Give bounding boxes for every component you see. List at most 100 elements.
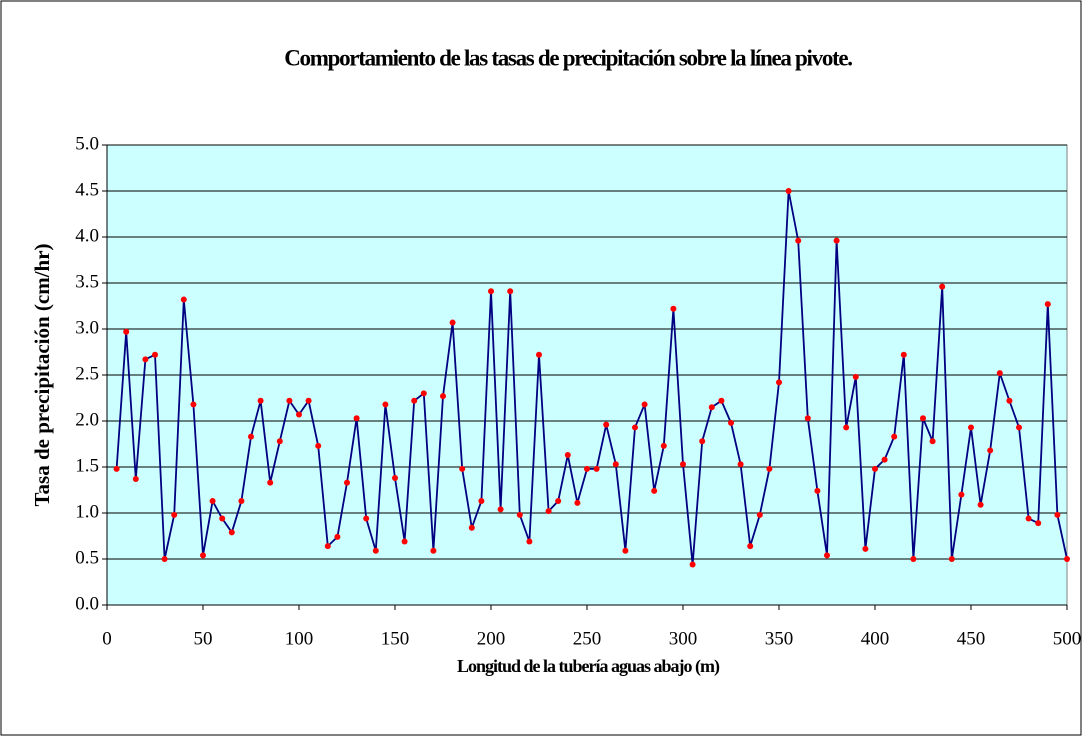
data-point (632, 424, 638, 431)
data-point (468, 524, 475, 531)
data-point (267, 479, 274, 486)
data-point (699, 438, 706, 445)
data-point (180, 296, 187, 303)
data-point (708, 404, 715, 411)
data-point (612, 461, 619, 468)
data-point (161, 556, 168, 562)
data-point (968, 424, 974, 431)
y-tick-label: 4.0 (75, 225, 99, 246)
data-point (574, 499, 581, 506)
data-point (747, 543, 754, 550)
data-point (737, 461, 744, 468)
x-tick-label: 0 (102, 628, 112, 649)
data-point (392, 475, 398, 482)
data-point (1035, 520, 1042, 527)
data-point (171, 511, 178, 518)
data-point (1006, 397, 1013, 404)
data-point (363, 515, 370, 522)
data-point (449, 319, 456, 326)
data-point (478, 498, 485, 505)
data-point (516, 511, 523, 518)
data-point (430, 547, 437, 554)
data-point (296, 411, 302, 418)
data-point (555, 498, 562, 505)
data-point (958, 491, 965, 498)
data-point (238, 498, 245, 505)
data-point (872, 465, 878, 472)
x-tick-label: 500 (1053, 628, 1082, 649)
data-point (785, 188, 792, 194)
data-point (920, 415, 926, 422)
data-point (142, 356, 149, 363)
y-tick-label: 2.5 (75, 363, 99, 384)
data-point (324, 543, 331, 550)
x-tick-label: 200 (477, 628, 506, 649)
x-tick-label: 250 (573, 628, 602, 649)
data-point (670, 305, 677, 312)
data-point (795, 237, 802, 244)
data-point (833, 237, 840, 244)
data-point (1016, 424, 1022, 431)
data-point (545, 508, 552, 515)
data-point (824, 552, 830, 559)
data-point (1064, 556, 1070, 562)
y-axis-label: Tasa de precipitación (cm/hr) (30, 243, 54, 506)
data-point (689, 561, 696, 568)
data-point (507, 288, 514, 295)
data-point (862, 545, 869, 552)
data-point (200, 552, 206, 559)
data-point (843, 424, 850, 431)
data-point (977, 501, 984, 508)
data-point (382, 401, 389, 408)
data-point (488, 288, 494, 295)
y-tick-label: 0.5 (75, 547, 99, 568)
data-point (190, 401, 197, 408)
data-point (776, 379, 782, 386)
data-point (123, 328, 130, 335)
data-point (334, 533, 341, 540)
data-point (228, 529, 235, 536)
data-point (209, 498, 216, 505)
data-point (459, 465, 466, 472)
data-point (440, 393, 446, 400)
data-point (372, 547, 379, 554)
data-point (641, 401, 648, 408)
data-point (603, 421, 610, 428)
data-point (219, 515, 226, 522)
data-point (315, 442, 322, 449)
data-point (526, 538, 533, 545)
data-point (891, 433, 898, 440)
data-point (286, 397, 293, 404)
x-axis-label: Longitud de la tubería aguas abajo (m) (457, 656, 720, 677)
x-tick-label: 400 (861, 628, 890, 649)
data-point (766, 465, 773, 472)
y-tick-label: 1.5 (75, 455, 99, 476)
x-tick-label: 350 (765, 628, 794, 649)
data-point (718, 397, 725, 404)
y-tick-label: 2.0 (75, 409, 99, 430)
y-tick-label: 4.5 (75, 179, 99, 200)
data-point (728, 419, 734, 426)
y-tick-label: 5.0 (75, 133, 99, 154)
data-point (660, 442, 667, 449)
data-point (401, 538, 408, 545)
y-tick-label: 3.5 (75, 271, 99, 292)
data-point (756, 511, 763, 518)
data-point (1025, 515, 1032, 522)
x-tick-label: 150 (381, 628, 410, 649)
data-point (593, 465, 600, 472)
data-point (900, 351, 907, 358)
data-point (622, 547, 629, 554)
data-line (115, 190, 1068, 565)
data-point (804, 415, 811, 422)
data-point (276, 438, 283, 445)
x-tick-label: 100 (285, 628, 314, 649)
data-point (353, 415, 360, 422)
data-point (132, 475, 139, 482)
x-tick-label: 300 (669, 628, 698, 649)
data-point (929, 438, 936, 445)
x-tick-label: 50 (194, 628, 213, 649)
data-point (651, 487, 658, 494)
data-point (248, 433, 254, 440)
